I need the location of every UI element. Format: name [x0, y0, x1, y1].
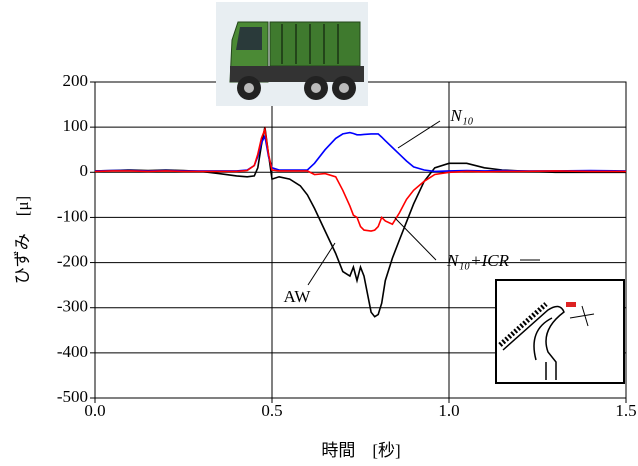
y-tick-label: -500 — [57, 387, 88, 406]
series-label: AW — [284, 287, 312, 306]
x-tick-label: 0.0 — [84, 401, 105, 420]
y-tick-label: -300 — [57, 297, 88, 316]
truck-image — [216, 2, 368, 106]
x-tick-label: 1.5 — [615, 401, 636, 420]
x-axis-label: 時間 [秒] — [321, 441, 400, 460]
x-tick-label: 1.0 — [438, 401, 459, 420]
y-axis-label: ひずみ [μ] — [13, 196, 32, 284]
inset-diagram — [496, 280, 624, 383]
series-label: N₁₀+ICR — [446, 251, 510, 270]
series-label: N₁₀ — [449, 106, 473, 125]
y-tick-label: -200 — [57, 251, 88, 270]
y-tick-label: 200 — [63, 71, 89, 90]
y-tick-label: 100 — [63, 116, 89, 135]
y-tick-label: -400 — [57, 342, 88, 361]
y-tick-label: 0 — [80, 161, 89, 180]
x-tick-label: 0.5 — [261, 401, 282, 420]
y-tick-label: -100 — [57, 206, 88, 225]
chart: 時間 [秒] ひずみ [μ] 200 100 0 -100 -200 -300 -400 -5… — [0, 0, 638, 466]
